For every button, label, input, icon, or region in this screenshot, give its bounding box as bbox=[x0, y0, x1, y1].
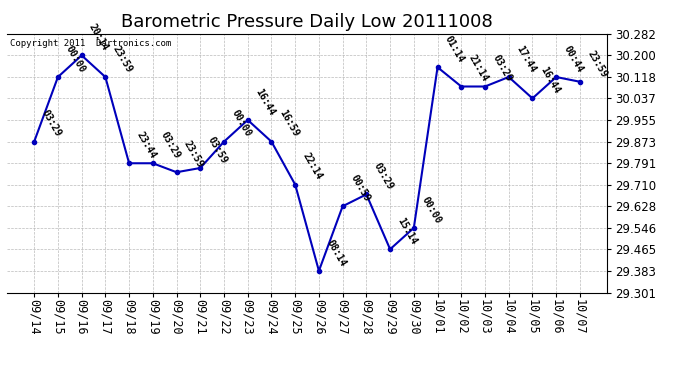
Text: 03:29: 03:29 bbox=[491, 53, 514, 84]
Text: 16:59: 16:59 bbox=[277, 108, 300, 139]
Text: 23:59: 23:59 bbox=[182, 139, 206, 170]
Text: 17:44: 17:44 bbox=[514, 44, 538, 74]
Text: 03:29: 03:29 bbox=[372, 161, 395, 192]
Text: 00:00: 00:00 bbox=[420, 195, 443, 225]
Text: 01:14: 01:14 bbox=[443, 34, 466, 64]
Text: 16:44: 16:44 bbox=[253, 87, 277, 117]
Text: 00:00: 00:00 bbox=[230, 108, 253, 139]
Text: 23:59: 23:59 bbox=[586, 48, 609, 79]
Text: 22:14: 22:14 bbox=[301, 152, 324, 182]
Text: 15:14: 15:14 bbox=[395, 216, 419, 246]
Text: 03:59: 03:59 bbox=[206, 135, 229, 165]
Text: 00:59: 00:59 bbox=[348, 173, 371, 204]
Text: 16:44: 16:44 bbox=[538, 65, 562, 96]
Text: 21:14: 21:14 bbox=[467, 53, 490, 84]
Text: Copyright 2011  Dartronics.com: Copyright 2011 Dartronics.com bbox=[10, 39, 171, 48]
Text: 03:29: 03:29 bbox=[159, 130, 181, 160]
Text: 08:14: 08:14 bbox=[324, 238, 348, 268]
Text: 23:44: 23:44 bbox=[135, 130, 158, 160]
Text: 23:59: 23:59 bbox=[111, 44, 135, 74]
Title: Barometric Pressure Daily Low 20111008: Barometric Pressure Daily Low 20111008 bbox=[121, 13, 493, 31]
Text: 00:44: 00:44 bbox=[562, 44, 585, 74]
Text: 00:00: 00:00 bbox=[63, 44, 87, 74]
Text: 03:29: 03:29 bbox=[40, 108, 63, 139]
Text: 20:14: 20:14 bbox=[87, 22, 110, 53]
